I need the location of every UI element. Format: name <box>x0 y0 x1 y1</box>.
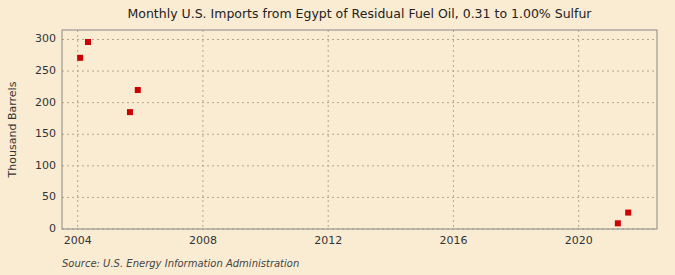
y-axis-label: Thousand Barrels <box>6 81 19 178</box>
y-grid-line <box>62 197 657 198</box>
y-grid-line <box>62 102 657 103</box>
y-tick-label: 250 <box>35 64 56 77</box>
source-note: Source: U.S. Energy Information Administ… <box>62 258 299 269</box>
point <box>127 109 133 115</box>
y-tick-label: 150 <box>35 127 56 140</box>
y-tick-label: 100 <box>35 159 56 172</box>
background <box>0 0 675 275</box>
x-grid-line <box>202 30 203 229</box>
y-grid-line <box>62 39 657 40</box>
x-tick-label: 2004 <box>64 234 92 247</box>
x-tick-label: 2008 <box>189 234 217 247</box>
y-tick-label: 200 <box>35 96 56 109</box>
point <box>615 220 621 226</box>
y-grid-line <box>62 134 657 135</box>
y-grid-line <box>62 165 657 166</box>
y-tick-label: 300 <box>35 32 56 45</box>
chart: 0 50 100 150 200 250 300 2004 2008 2012 2016 2020 Mo… <box>0 0 675 275</box>
tick-labels: 0 50 100 150 200 250 300 2004 2008 2012 2016 2020 <box>35 32 593 247</box>
points <box>77 39 631 226</box>
point <box>135 87 141 93</box>
point <box>77 55 83 61</box>
x-tick-label: 2020 <box>565 234 593 247</box>
y-tick-label: 50 <box>42 190 56 203</box>
plot-frame <box>62 30 657 229</box>
point <box>625 210 631 216</box>
x-grid-line <box>328 30 329 229</box>
chart-container: 0 50 100 150 200 250 300 2004 2008 2012 2016 2020 Mo… <box>0 0 675 275</box>
x-tick-label: 2016 <box>439 234 467 247</box>
y-tick-label: 0 <box>49 222 56 235</box>
point <box>85 39 91 45</box>
grid <box>62 30 657 229</box>
x-grid-line <box>453 30 454 229</box>
x-tick-label: 2012 <box>314 234 342 247</box>
x-grid-line <box>578 30 579 229</box>
title: Monthly U.S. Imports from Egypt of Resid… <box>128 6 593 21</box>
y-grid-line <box>62 71 657 72</box>
